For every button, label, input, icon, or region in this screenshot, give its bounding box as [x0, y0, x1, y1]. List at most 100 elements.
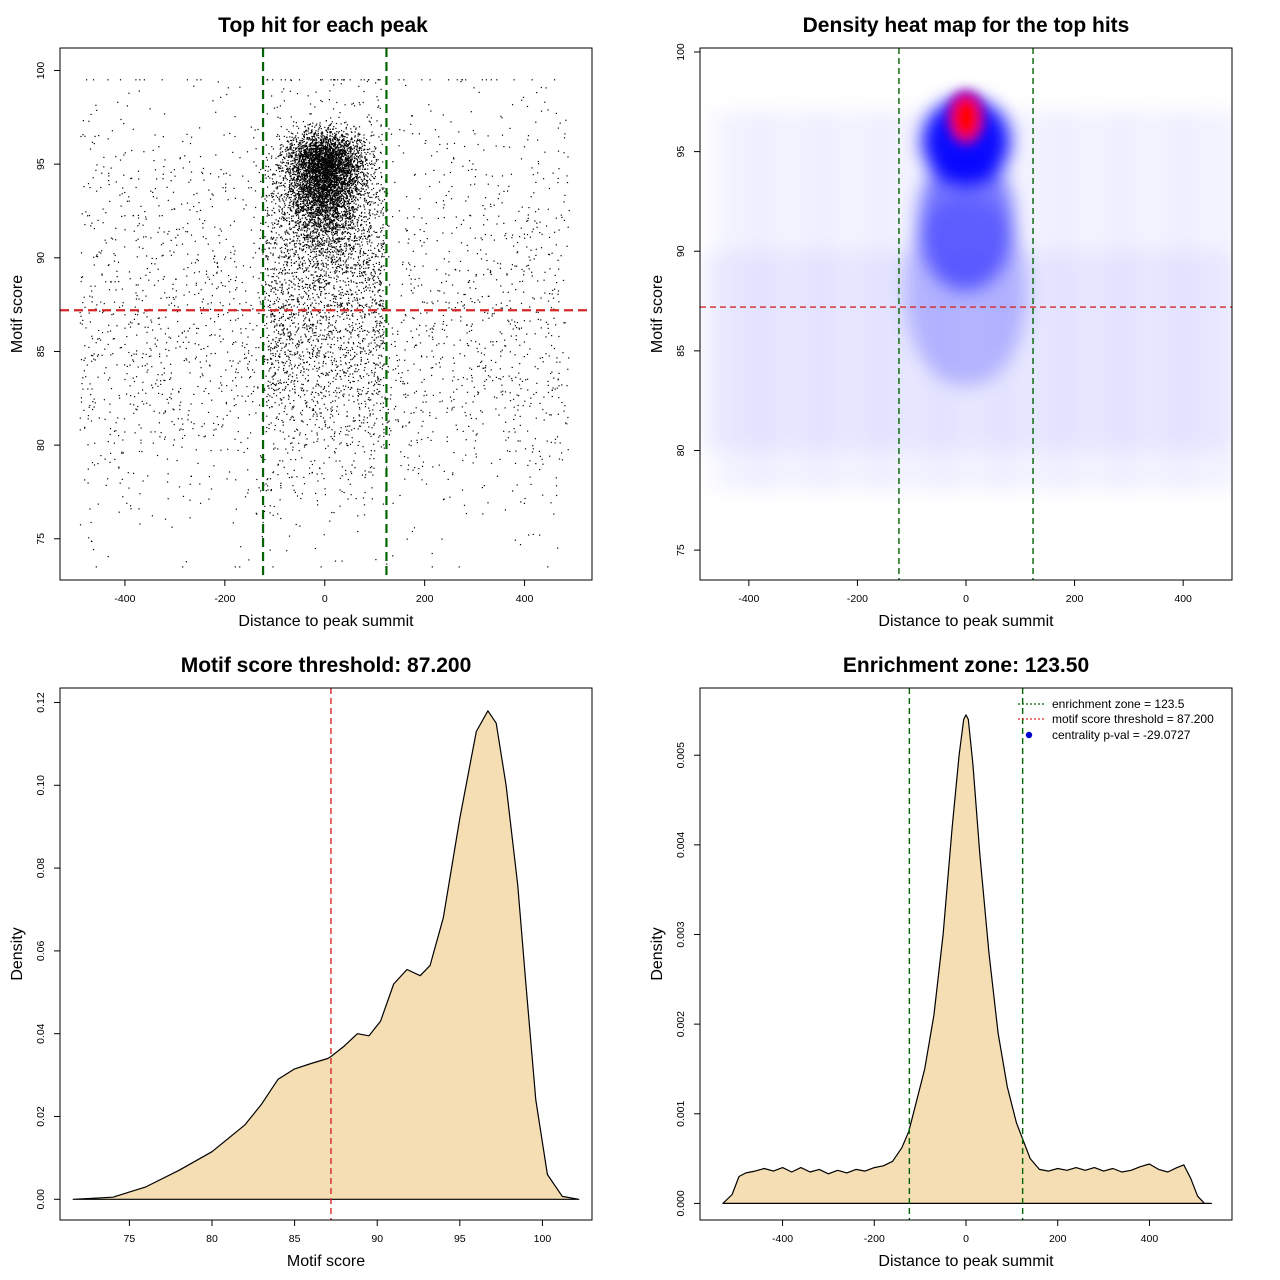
- scatter-point: [346, 227, 348, 229]
- scatter-point: [485, 379, 488, 381]
- scatter-point: [232, 151, 234, 153]
- scatter-point: [411, 530, 413, 533]
- scatter-point: [205, 388, 207, 390]
- scatter-point: [316, 238, 318, 240]
- scatter-point: [556, 436, 559, 438]
- scatter-point: [290, 333, 292, 335]
- scatter-point: [554, 388, 556, 390]
- scatter-point: [330, 173, 332, 176]
- scatter-point: [353, 420, 355, 422]
- scatter-point: [368, 397, 370, 399]
- scatter-point: [294, 284, 296, 286]
- scatter-point: [337, 226, 339, 228]
- scatter-point: [237, 417, 239, 419]
- scatter-point: [526, 234, 529, 236]
- scatter-point: [350, 159, 352, 161]
- scatter-point: [329, 230, 331, 233]
- scatter-point: [323, 137, 325, 139]
- scatter-point: [353, 152, 355, 154]
- scatter-point: [296, 205, 298, 208]
- scatter-point: [413, 412, 415, 414]
- scatter-point: [466, 324, 468, 326]
- scatter-point: [362, 162, 364, 164]
- scatter-point: [367, 201, 369, 204]
- scatter-point: [513, 406, 515, 408]
- scatter-point: [202, 227, 204, 229]
- scatter-point: [390, 343, 393, 345]
- scatter-point: [486, 219, 489, 221]
- scatter-point: [347, 201, 350, 203]
- scatter-point: [303, 133, 305, 135]
- scatter-point: [305, 174, 307, 176]
- scatter-point: [374, 146, 376, 148]
- scatter-point: [334, 148, 336, 150]
- scatter-point: [556, 361, 558, 363]
- scatter-point: [327, 224, 330, 226]
- scatter-point: [547, 384, 549, 386]
- scatter-point: [313, 413, 315, 415]
- scatter-point: [493, 204, 495, 206]
- scatter-point: [291, 155, 293, 157]
- scatter-point: [478, 392, 480, 394]
- scatter-point: [305, 251, 307, 253]
- scatter-point: [110, 388, 113, 390]
- scatter-point: [281, 210, 283, 212]
- scatter-point: [519, 378, 521, 380]
- scatter-point: [567, 156, 569, 158]
- scatter-point: [369, 415, 371, 417]
- scatter-point: [181, 418, 183, 420]
- scatter-point: [137, 170, 140, 172]
- scatter-point: [446, 407, 449, 409]
- scatter-point: [220, 341, 222, 343]
- scatter-point: [483, 224, 485, 226]
- scatter-point: [419, 342, 422, 344]
- scatter-point: [556, 357, 558, 359]
- scatter-point: [213, 429, 215, 431]
- scatter-point: [313, 133, 315, 135]
- scatter-point: [466, 332, 468, 334]
- scatter-point: [196, 327, 198, 329]
- scatter-point: [128, 323, 130, 325]
- scatter-point: [463, 219, 465, 221]
- scatter-point: [436, 344, 438, 346]
- scatter-point: [343, 245, 345, 247]
- scatter-point: [422, 420, 424, 422]
- scatter-point: [377, 256, 379, 258]
- scatter-point: [160, 432, 162, 434]
- scatter-point: [143, 151, 145, 153]
- scatter-point: [290, 175, 292, 177]
- scatter-point: [341, 167, 343, 169]
- scatter-point: [371, 256, 373, 258]
- scatter-point: [340, 245, 342, 247]
- scatter-point: [318, 127, 320, 129]
- scatter-point: [109, 377, 111, 379]
- scatter-point: [337, 161, 339, 163]
- scatter-point: [346, 148, 348, 150]
- scatter-point: [346, 266, 348, 268]
- scatter-point: [83, 370, 85, 372]
- scatter-point: [284, 182, 286, 184]
- scatter-point: [135, 186, 137, 189]
- scatter-point: [199, 361, 201, 363]
- scatter-point: [346, 150, 348, 152]
- scatter-point: [394, 345, 396, 347]
- scatter-point: [352, 329, 354, 331]
- scatter-point: [162, 278, 164, 280]
- scatter-point: [344, 281, 346, 283]
- scatter-point: [92, 408, 94, 411]
- scatter-point: [150, 355, 152, 357]
- scatter-point: [107, 379, 110, 381]
- scatter-point: [549, 268, 551, 270]
- scatter-point: [137, 405, 139, 408]
- scatter-point: [399, 129, 401, 131]
- scatter-point: [322, 197, 324, 199]
- scatter-point: [462, 305, 464, 307]
- scatter-point: [445, 273, 447, 275]
- scatter-point: [485, 174, 487, 176]
- scatter-point: [94, 442, 96, 444]
- scatter-point: [469, 414, 471, 416]
- scatter-point: [282, 145, 284, 147]
- scatter-point: [359, 298, 361, 300]
- scatter-point: [368, 471, 370, 473]
- scatter-point: [381, 187, 383, 189]
